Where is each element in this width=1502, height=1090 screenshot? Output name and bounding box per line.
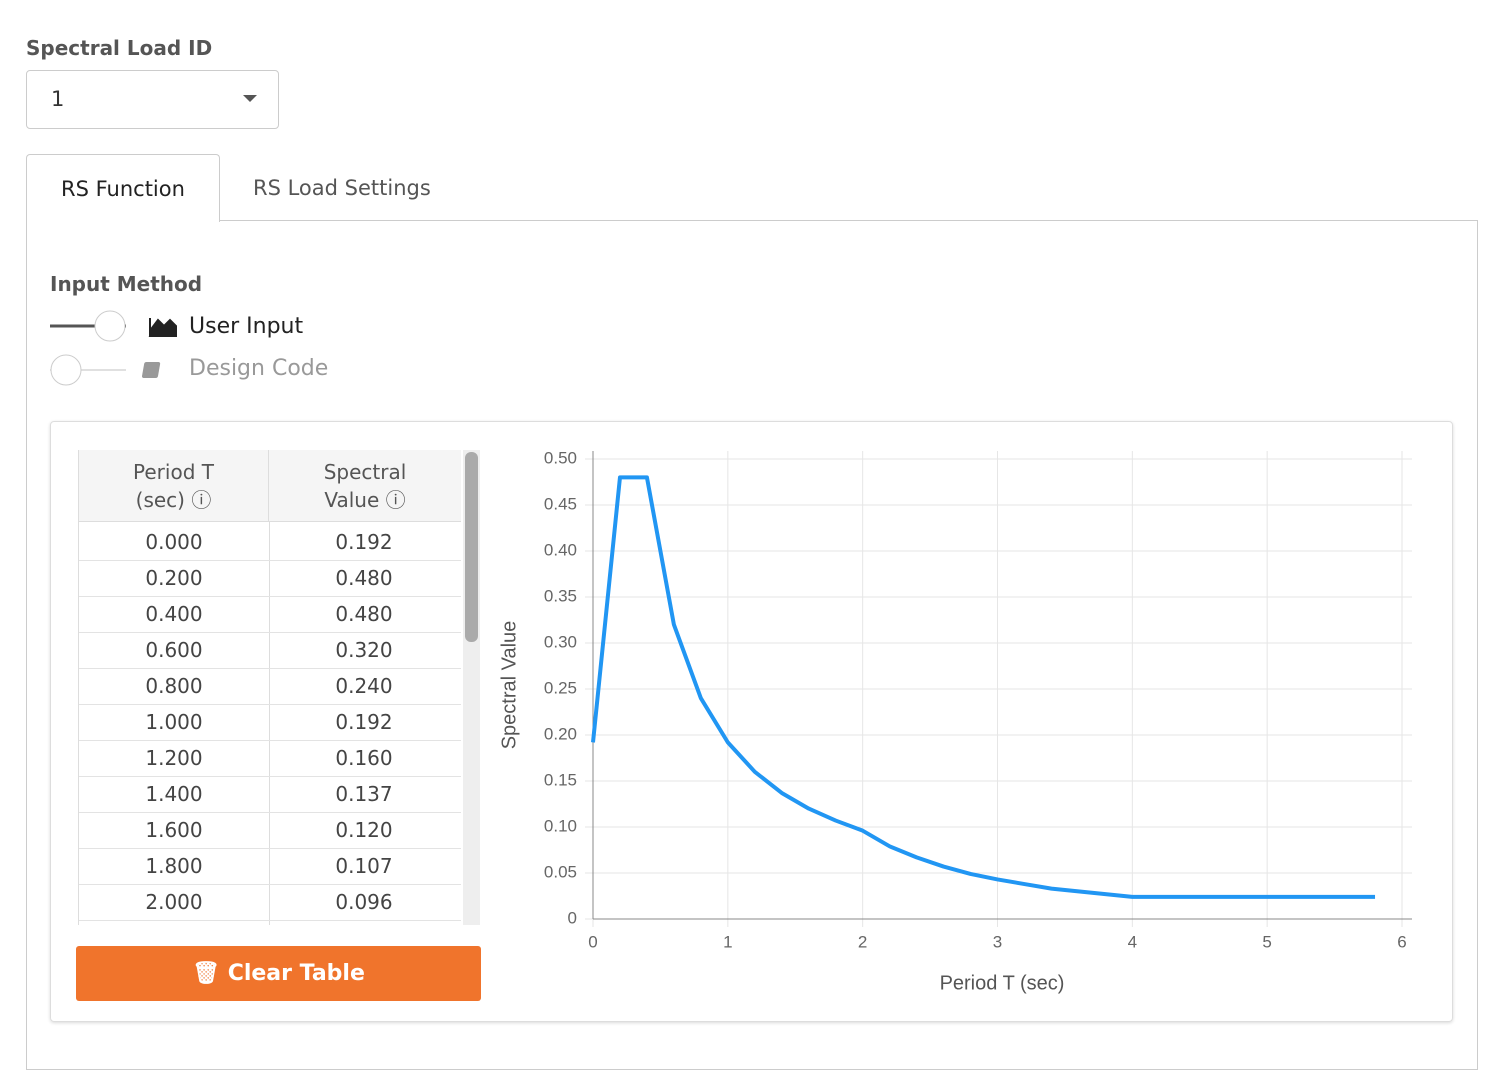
button-label: Clear Table <box>227 961 365 986</box>
tab[interactable]: RS Function <box>26 154 220 222</box>
table-cell[interactable]: 0.320 <box>335 638 393 662</box>
table: Period T (sec) ⓘ Spectral Value ⓘ 0.000 0.1… <box>78 450 461 925</box>
y-tick-label: 0.05 <box>544 862 577 881</box>
table-row[interactable]: 0.200 0.480 <box>79 560 461 597</box>
y-tick-label: 0 <box>568 908 577 927</box>
header-text: Period T <box>133 460 214 484</box>
y-tick-label: 0.50 <box>544 448 577 467</box>
x-tick-label: 0 <box>588 932 597 951</box>
table-row[interactable]: 1.600 0.120 <box>79 812 461 849</box>
y-tick-label: 0.45 <box>544 494 577 513</box>
x-tick-label: 5 <box>1262 932 1271 951</box>
table-cell[interactable]: 0.160 <box>335 746 393 770</box>
table-row[interactable]: 1.000 0.192 <box>79 704 461 741</box>
tab-label: RS Function <box>61 177 185 201</box>
table-cell[interactable]: 2.000 <box>145 890 203 914</box>
y-tick-label: 0.40 <box>544 540 577 559</box>
table-header: Period T (sec) ⓘ <box>79 450 269 522</box>
table-cell[interactable]: 0.096 <box>335 890 393 914</box>
table-cell[interactable]: 1.600 <box>145 818 203 842</box>
table-cell[interactable]: 0.400 <box>145 602 203 626</box>
chart: Spectral Value Period T (sec) 0 0.05 0.10 0… <box>498 448 1412 994</box>
header-text: (sec) <box>135 488 185 512</box>
x-tick-label: 3 <box>993 932 1002 951</box>
y-tick-label: 0.35 <box>544 586 577 605</box>
table-cell[interactable]: 0.480 <box>335 566 393 590</box>
card <box>50 421 1453 1022</box>
table-cell[interactable]: 0.000 <box>145 530 203 554</box>
table-cell[interactable]: 0.600 <box>145 638 203 662</box>
tab-panel <box>26 220 1478 1070</box>
y-tick-label: 0.30 <box>544 632 577 651</box>
table-row[interactable]: 0.400 0.480 <box>79 596 461 633</box>
table-row[interactable]: 0.000 0.192 <box>79 524 461 561</box>
table-cell[interactable]: 1.200 <box>145 746 203 770</box>
table-cell[interactable]: 0.240 <box>335 674 393 698</box>
y-tick-label: 0.25 <box>544 678 577 697</box>
toggle-label[interactable]: User Input <box>189 314 304 339</box>
table-row[interactable]: 1.200 0.160 <box>79 740 461 777</box>
table-cell[interactable]: 0.192 <box>335 710 393 734</box>
field-label: Spectral Load ID <box>26 36 213 60</box>
table-cell[interactable]: 1.000 <box>145 710 203 734</box>
x-tick-label: 6 <box>1397 932 1406 951</box>
table-cell[interactable]: 0.107 <box>335 854 393 878</box>
table-cell[interactable]: 0.480 <box>335 602 393 626</box>
table-cell[interactable]: 0.137 <box>335 782 393 806</box>
scroll-thumb[interactable] <box>465 452 478 642</box>
y-tick-label: 0.10 <box>544 816 577 835</box>
x-tick-label: 4 <box>1128 932 1137 951</box>
toggle-label[interactable]: Design Code <box>189 356 329 381</box>
header-text: (sec) ⓘ <box>135 488 212 512</box>
caret <box>243 95 257 102</box>
y-tick-label: 0.15 <box>544 770 577 789</box>
data-line <box>591 475 1376 899</box>
field-label: Input Method <box>50 272 203 296</box>
table-cell[interactable]: 0.192 <box>335 530 393 554</box>
table-row[interactable]: 0.800 0.240 <box>79 668 461 705</box>
table-cell[interactable]: 0.800 <box>145 674 203 698</box>
x-axis-label: Period T (sec) <box>940 972 1065 994</box>
table-row[interactable]: 1.400 0.137 <box>79 776 461 813</box>
table-cell[interactable]: 1.400 <box>145 782 203 806</box>
table-row[interactable]: 0.600 0.320 <box>79 632 461 669</box>
header-text: Value ⓘ <box>324 488 406 512</box>
header-text: Spectral <box>323 460 407 484</box>
clear-button[interactable]: 🗑 Clear Table <box>76 946 481 1001</box>
x-tick-label: 2 <box>858 932 867 951</box>
y-tick-label: 0.20 <box>544 724 577 743</box>
dropdown[interactable]: 1 <box>26 70 279 129</box>
table-cell[interactable]: 0.120 <box>335 818 393 842</box>
scrollbar[interactable] <box>463 450 480 925</box>
tab[interactable]: RS Load Settings <box>253 176 431 200</box>
table-cell[interactable]: 1.800 <box>145 854 203 878</box>
dropdown-value: 1 <box>51 87 65 111</box>
table-row[interactable]: 1.800 0.107 <box>79 848 461 885</box>
toggles <box>50 310 177 386</box>
header-text: Value <box>324 488 380 512</box>
x-tick-label: 1 <box>723 932 732 951</box>
column-divider <box>269 522 270 925</box>
table-row[interactable]: 2.000 0.096 <box>79 884 461 921</box>
y-axis-label: Spectral Value <box>498 621 520 750</box>
table-header: Spectral Value ⓘ <box>269 450 461 522</box>
table-cell[interactable]: 0.200 <box>145 566 203 590</box>
